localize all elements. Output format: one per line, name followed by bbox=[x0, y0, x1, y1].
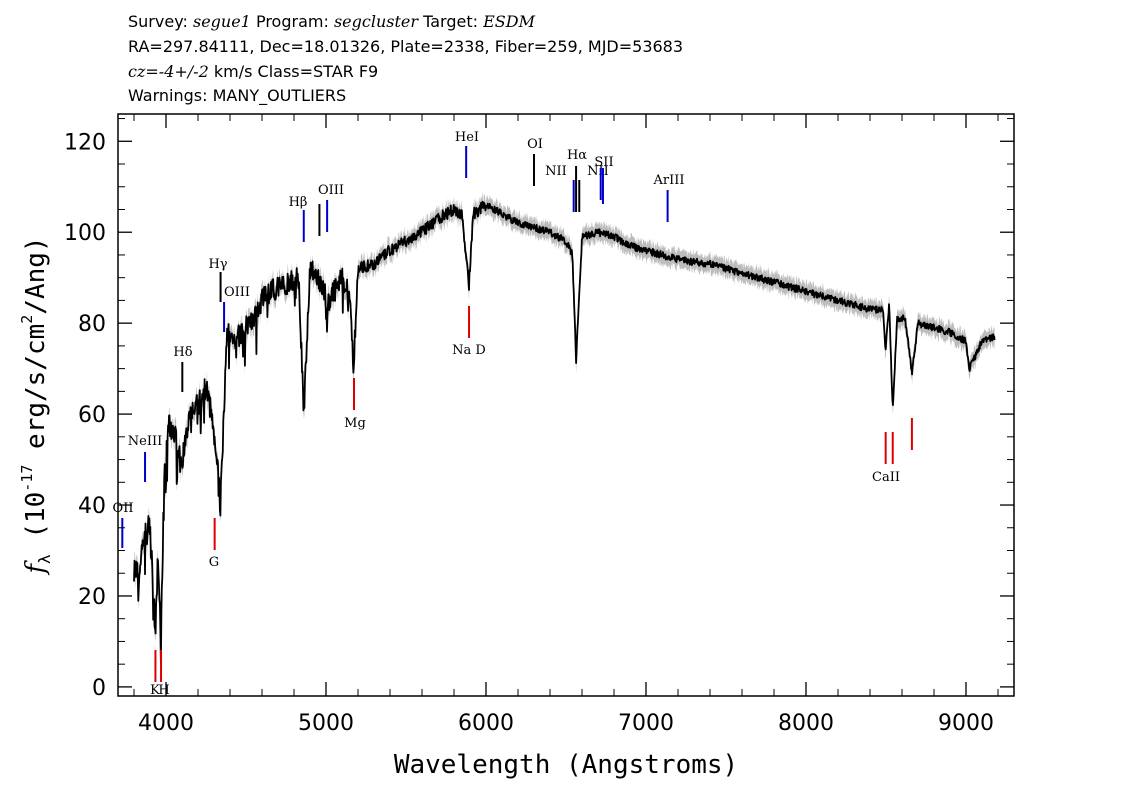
header-warnings: Warnings: MANY_OUTLIERS bbox=[128, 86, 347, 105]
survey-key: Survey: bbox=[128, 12, 188, 31]
y-tick-label: 0 bbox=[92, 676, 106, 701]
emission-line-label: OII bbox=[113, 501, 134, 516]
y-tick-label: 100 bbox=[64, 221, 106, 246]
x-tick-label: 9000 bbox=[938, 711, 994, 736]
emission-line-label: Hα bbox=[567, 148, 587, 163]
absorption-line-label: K bbox=[150, 683, 160, 698]
absorption-line-label: Na D bbox=[452, 343, 486, 358]
y-tick-label: 40 bbox=[78, 494, 106, 519]
y-tick-label: 60 bbox=[78, 403, 106, 428]
absorption-line-label: H bbox=[158, 683, 169, 698]
header-line-3: cz=-4+/-2 km/s Class=STAR F9 bbox=[128, 62, 378, 82]
y-tick-label: 20 bbox=[78, 585, 106, 610]
x-tick-label: 5000 bbox=[298, 711, 354, 736]
class-value: km/s Class=STAR F9 bbox=[208, 62, 379, 81]
y-tick-label: 80 bbox=[78, 312, 106, 337]
x-tick-label: 8000 bbox=[778, 711, 834, 736]
absorption-line-label: Mg bbox=[344, 416, 366, 431]
program-key: Program: bbox=[255, 12, 329, 31]
emission-line-label: Hγ bbox=[208, 257, 227, 272]
emission-line-label: ArIII bbox=[652, 173, 684, 188]
absorption-line-label: CaII bbox=[872, 470, 900, 485]
y-axis-title: fλ (10-17 erg/s/cm2/Ang) bbox=[18, 236, 54, 575]
error-band bbox=[134, 191, 995, 671]
y-tick-label: 120 bbox=[64, 130, 106, 155]
x-tick-label: 6000 bbox=[458, 711, 514, 736]
plot-frame bbox=[117, 113, 1015, 697]
header-line-2: RA=297.84111, Dec=18.01326, Plate=2338, … bbox=[128, 37, 684, 56]
emission-line-label: SII bbox=[594, 155, 613, 170]
target-value: ESDM bbox=[483, 12, 535, 31]
emission-line-label: NeIII bbox=[128, 434, 162, 449]
absorption-line-label: G bbox=[209, 555, 219, 570]
x-axis-title: Wavelength (Angstroms) bbox=[394, 750, 738, 780]
emission-line-label: OIII bbox=[318, 183, 344, 198]
program-value: segcluster bbox=[333, 12, 419, 31]
emission-line-label: OIII bbox=[224, 285, 250, 300]
header-line-1: Survey: segue1 Program: segcluster Targe… bbox=[128, 12, 535, 32]
spectrum-line bbox=[133, 200, 996, 665]
x-tick-label: 4000 bbox=[138, 711, 194, 736]
x-tick-label: 7000 bbox=[618, 711, 674, 736]
emission-line-label: Hβ bbox=[289, 195, 308, 210]
target-key: Target: bbox=[423, 12, 478, 31]
emission-line-label: OI bbox=[527, 137, 543, 152]
emission-line-label: HeI bbox=[455, 130, 479, 145]
cz-value: cz=-4+/-2 bbox=[128, 62, 209, 81]
emission-line-label: Hδ bbox=[173, 345, 192, 360]
emission-line-label: NII bbox=[545, 164, 567, 179]
survey-value: segue1 bbox=[192, 12, 251, 31]
